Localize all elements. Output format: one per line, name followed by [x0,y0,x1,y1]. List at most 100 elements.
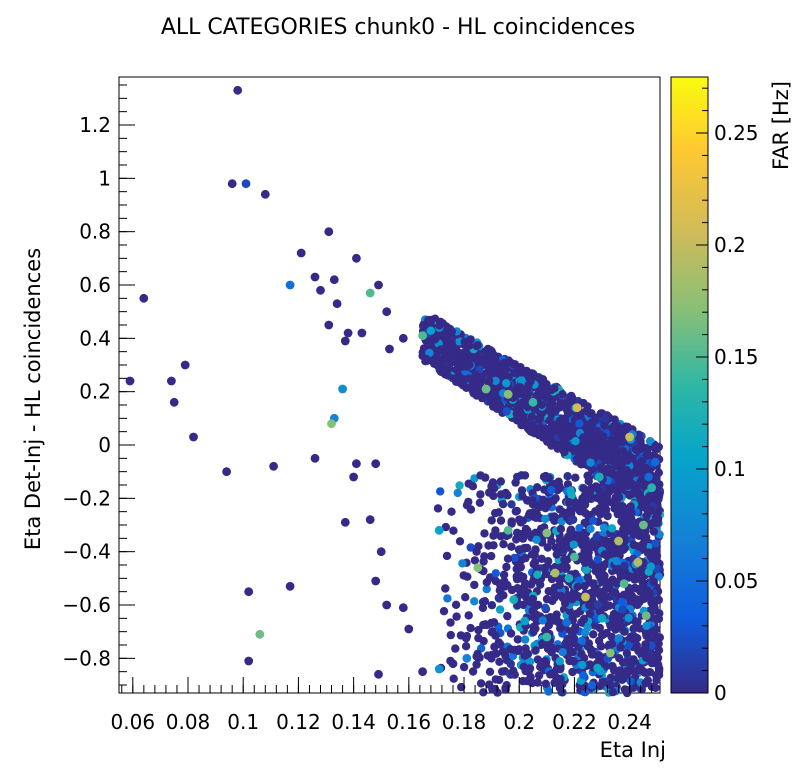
filler-point [632,595,641,604]
filler-point [498,500,508,509]
data-point [594,472,604,482]
filler-point [513,635,522,644]
filler-point [583,573,593,582]
filler-point [533,483,542,492]
filler-point [593,663,602,673]
y-tick-label: −0.4 [62,540,111,564]
filler-point [453,488,462,498]
data-point [365,515,375,525]
filler-point [558,414,567,424]
filler-point [500,358,509,368]
filler-point [598,587,608,597]
filler-point [552,616,561,625]
x-tick-label: 0.14 [331,710,376,734]
filler-point [587,681,597,690]
data-point [244,656,254,666]
filler-point [599,523,609,532]
filler-point [484,376,494,386]
filler-point [541,514,550,524]
filler-point [616,643,625,652]
filler-point [462,362,471,371]
filler-point [625,472,634,481]
filler-point [597,449,607,458]
filler-point [517,368,526,377]
filler-point [481,620,490,629]
filler-point [470,597,479,606]
data-point [125,376,135,386]
filler-point [547,399,557,408]
filler-point [502,379,511,388]
data-point [481,384,491,394]
filler-point [487,346,496,356]
colorbar-axis: 0 0.05 0.1 0.15 0.2 0.25 [696,87,759,705]
filler-point [517,375,526,385]
filler-point [547,485,556,495]
filler-point [441,349,450,358]
filler-point [622,671,631,680]
filler-point [611,428,620,437]
filler-point [629,634,638,644]
colorbar [670,76,709,694]
data-point [542,528,552,538]
points-layer [125,85,665,698]
filler-point [510,553,519,563]
filler-point [475,498,485,507]
data-point [509,595,519,605]
data-point [434,664,444,674]
filler-point [537,554,546,563]
filler-point [503,581,512,590]
filler-point [646,506,655,515]
filler-point [637,576,647,585]
data-point [473,563,483,573]
plot-frame [118,76,661,694]
filler-point [466,543,475,552]
filler-point [618,518,628,528]
filler-point [593,555,602,564]
filler-point [487,601,497,610]
filler-point [512,528,522,537]
filler-point [612,548,621,557]
data-point [329,275,339,285]
filler-point [549,668,558,678]
data-point [167,376,176,386]
data-point [520,616,530,626]
filler-point [446,618,455,627]
filler-point [468,667,478,676]
filler-point [451,644,460,653]
filler-point [506,629,516,638]
filler-point [555,683,565,693]
filler-point [568,647,577,657]
filler-point [630,575,639,584]
data-point [614,536,623,546]
filler-point [594,507,603,516]
filler-point [556,524,566,534]
filler-point [430,335,440,344]
filler-point [583,623,592,632]
filler-point [566,486,575,495]
filler-point [516,562,525,572]
filler-point [624,613,633,623]
filler-point [597,439,607,449]
y-tick-label: 1.2 [79,113,111,137]
x-tick-label: 0.12 [276,710,321,734]
filler-point [588,516,598,525]
filler-point [469,378,478,387]
filler-point [478,603,488,613]
filler-point [512,506,521,516]
filler-point [496,490,506,499]
data-point [503,389,513,399]
filler-point [491,376,500,386]
data-point [227,179,237,189]
filler-point [474,633,483,643]
data-point [324,227,334,237]
filler-point [604,640,614,649]
filler-point [641,679,650,688]
filler-point [519,572,528,582]
filler-point [577,649,586,658]
filler-point [607,436,616,445]
filler-point [474,625,483,635]
filler-point [493,397,502,407]
filler-point [588,560,597,569]
filler-point [502,407,511,416]
